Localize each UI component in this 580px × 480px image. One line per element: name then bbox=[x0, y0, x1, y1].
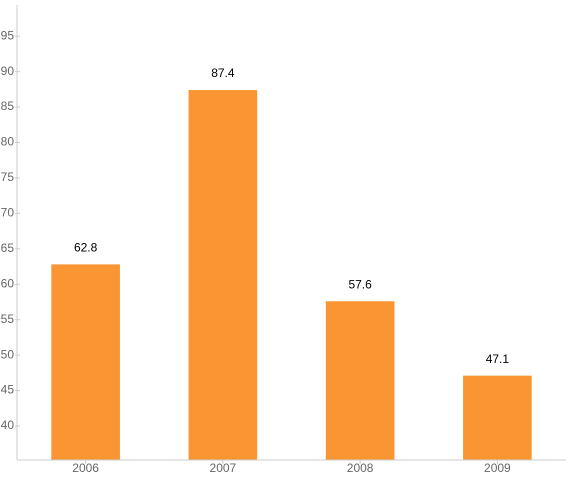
y-tick-label: 80 bbox=[1, 135, 15, 149]
y-tick-label: 55 bbox=[1, 312, 15, 326]
value-label: 47.1 bbox=[486, 352, 510, 366]
value-label: 62.8 bbox=[74, 241, 98, 255]
bar bbox=[325, 301, 395, 460]
y-tick-label: 60 bbox=[1, 276, 15, 290]
y-tick-label: 70 bbox=[1, 206, 15, 220]
y-tick-label: 85 bbox=[1, 99, 15, 113]
y-tick-label: 90 bbox=[1, 64, 15, 78]
bar bbox=[463, 375, 532, 460]
bar bbox=[188, 90, 258, 461]
y-tick-label: 75 bbox=[1, 170, 15, 184]
x-tick-label: 2006 bbox=[72, 461, 99, 475]
x-tick-label: 2008 bbox=[347, 461, 374, 475]
value-label: 87.4 bbox=[211, 66, 235, 80]
y-tick-label: 45 bbox=[1, 383, 15, 397]
x-tick-label: 2009 bbox=[484, 461, 511, 475]
y-tick-label: 40 bbox=[1, 418, 15, 432]
y-tick-label: 50 bbox=[1, 347, 15, 361]
x-tick-label: 2007 bbox=[210, 461, 237, 475]
y-tick-label: 65 bbox=[1, 241, 15, 255]
bar bbox=[51, 264, 120, 460]
value-label: 57.6 bbox=[348, 277, 372, 291]
y-tick-label: 95 bbox=[1, 28, 15, 42]
